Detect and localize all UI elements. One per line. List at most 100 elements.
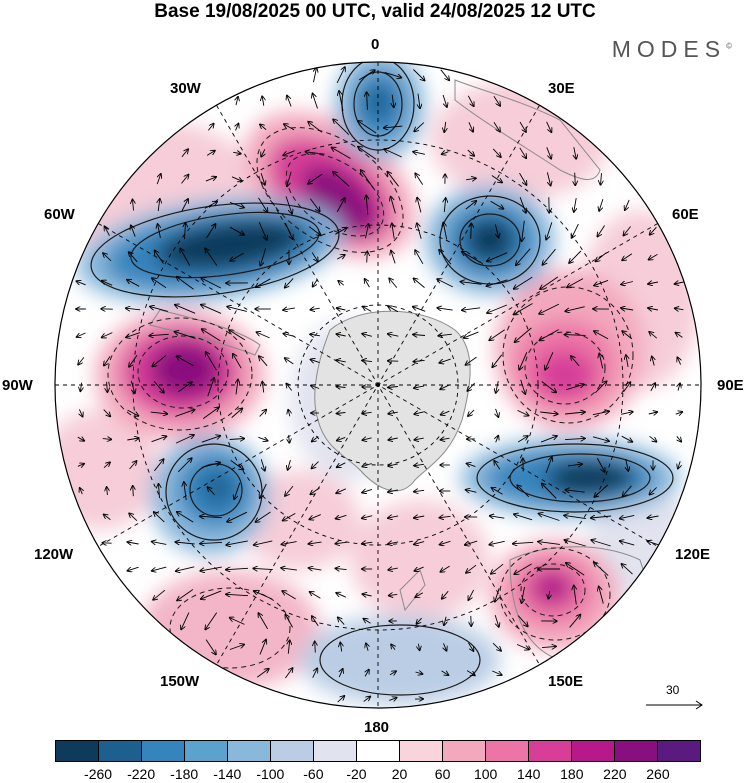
wind-vector <box>388 542 399 544</box>
wind-vector <box>516 644 529 650</box>
wind-vector <box>206 151 215 156</box>
wind-vector <box>262 96 264 106</box>
wind-vector <box>387 172 399 187</box>
wind-vector <box>489 329 505 341</box>
wind-vector <box>466 356 477 365</box>
colorbar-segment <box>485 741 528 761</box>
wind-vector <box>282 591 296 600</box>
colorbar-segment <box>571 741 614 761</box>
wind-vector <box>200 566 222 571</box>
wind-vector <box>256 669 269 678</box>
wind-vector <box>495 588 500 601</box>
wind-vector <box>520 379 526 394</box>
wind-vector <box>336 67 345 84</box>
wind-vector <box>283 334 295 337</box>
wind-vector <box>442 590 449 599</box>
wind-vector <box>513 542 534 543</box>
wind-vector <box>389 671 396 675</box>
wind-vector <box>150 412 168 414</box>
wind-vector <box>494 461 501 470</box>
wind-vector <box>260 173 265 185</box>
wind-vector <box>466 670 475 676</box>
wind-vector <box>495 224 498 237</box>
wind-vector <box>564 540 586 547</box>
wind-vector <box>496 381 499 393</box>
wind-vector <box>152 278 167 289</box>
vector-scale-arrow <box>646 700 703 710</box>
wind-vector <box>565 335 586 336</box>
wind-vector <box>569 250 582 263</box>
wind-vector <box>310 487 320 495</box>
wind-vector <box>540 276 559 289</box>
wind-vector <box>384 126 403 128</box>
wind-vector <box>152 566 167 571</box>
wind-vector <box>418 643 419 651</box>
wind-vector <box>308 226 321 236</box>
wind-vector <box>336 515 347 518</box>
wind-vector <box>201 590 222 599</box>
wind-vector <box>358 70 375 81</box>
wind-vector <box>465 540 478 545</box>
wind-vector <box>413 335 426 336</box>
wind-vector <box>181 612 190 630</box>
wind-vector <box>102 332 113 338</box>
wind-vector <box>130 380 135 393</box>
wind-vector <box>647 541 659 546</box>
wind-vector <box>650 383 655 392</box>
wind-vector <box>440 384 450 390</box>
wind-vector <box>678 383 680 391</box>
wind-vector <box>362 438 372 440</box>
wind-vector <box>175 542 195 544</box>
wind-vector <box>623 226 631 236</box>
colorbar-segment <box>399 741 442 761</box>
wind-vector <box>367 252 368 263</box>
wind-vector <box>231 408 243 418</box>
wind-vector <box>596 457 604 472</box>
wind-vector <box>599 354 604 369</box>
wind-vector <box>496 408 499 417</box>
wind-vector <box>489 540 505 544</box>
wind-vector <box>440 541 451 544</box>
wind-vector <box>574 198 576 212</box>
colorbar-tick-label: -180 <box>170 766 199 782</box>
wind-vector <box>201 278 222 289</box>
wind-vector <box>539 303 560 314</box>
wind-vector <box>177 382 192 393</box>
wind-vector <box>462 252 481 263</box>
wind-vector <box>202 407 219 419</box>
wind-vector <box>413 152 425 155</box>
colorbar-segment <box>227 741 270 761</box>
wind-vector <box>572 223 579 238</box>
wind-vector <box>565 306 585 312</box>
wind-vector <box>234 482 241 499</box>
wind-vector <box>516 248 531 266</box>
wind-vector <box>467 382 476 391</box>
lon-label-150w: 150W <box>160 673 200 690</box>
wind-vector <box>204 202 217 209</box>
wind-vector <box>567 464 582 466</box>
wind-vector <box>181 149 188 158</box>
wind-vector <box>515 327 532 342</box>
wind-vector <box>205 177 216 182</box>
wind-vector <box>388 412 398 414</box>
colorbar-tick-label: -100 <box>256 766 285 782</box>
wind-vector <box>648 516 659 518</box>
wind-vector <box>337 387 346 388</box>
wind-vector <box>468 122 473 131</box>
wind-vector <box>365 670 369 677</box>
wind-vector <box>362 360 372 361</box>
wind-vector <box>471 223 472 239</box>
wind-vector <box>622 331 633 340</box>
wind-vector <box>260 483 267 498</box>
wind-vector <box>467 463 476 466</box>
wind-vector <box>229 439 245 440</box>
wind-vector <box>413 69 424 81</box>
wind-vector <box>461 282 482 285</box>
wind-vector <box>229 645 244 650</box>
wind-vector <box>157 174 161 185</box>
colorbar-tick-label: 100 <box>473 766 498 782</box>
wind-vector <box>254 591 273 600</box>
wind-vector <box>414 566 424 571</box>
wind-vector <box>441 411 450 415</box>
